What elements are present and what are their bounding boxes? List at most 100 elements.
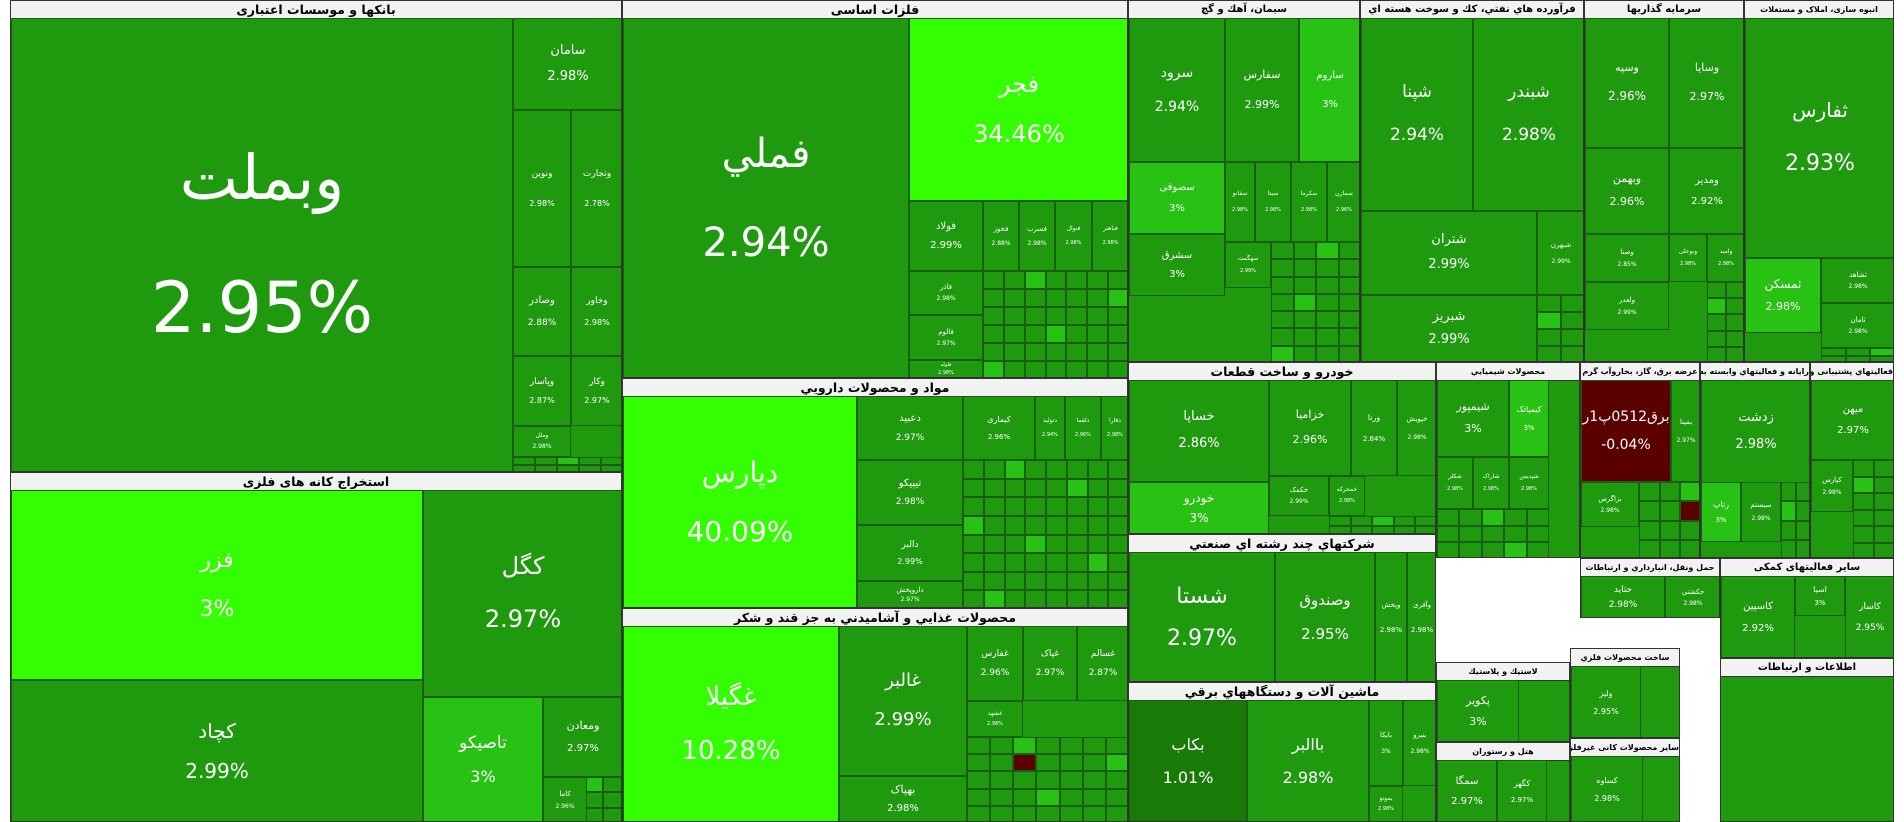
micro-tile[interactable] (1561, 295, 1583, 312)
micro-tile[interactable] (1025, 515, 1046, 535)
micro-tile[interactable] (1003, 271, 1025, 289)
stock-tile[interactable]: فالوم 2.97% (909, 315, 983, 360)
stock-tile[interactable]: بایکا 3% (1369, 700, 1403, 786)
micro-tile[interactable] (1726, 282, 1743, 299)
micro-tile[interactable] (1639, 501, 1660, 521)
stock-tile[interactable]: اسیا 3% (1795, 576, 1845, 616)
micro-tile[interactable] (1025, 497, 1046, 516)
micro-tile[interactable] (1087, 497, 1109, 516)
micro-tile[interactable] (1659, 520, 1681, 540)
micro-tile[interactable] (1316, 293, 1339, 312)
micro-tile[interactable] (1870, 348, 1893, 356)
stock-tile[interactable]: کگل 2.97% (423, 490, 621, 697)
micro-tile[interactable] (1082, 771, 1106, 789)
micro-tile[interactable] (1874, 476, 1893, 493)
micro-tile[interactable] (1481, 525, 1505, 543)
stock-tile[interactable]: شاراک 2.98% (1473, 457, 1509, 509)
stock-tile[interactable]: رتاپ 3% (1701, 482, 1741, 542)
micro-tile[interactable] (1087, 325, 1109, 343)
stock-tile[interactable]: وصادر 2.88% (513, 267, 571, 356)
micro-tile[interactable] (983, 271, 1004, 289)
micro-tile[interactable] (1459, 542, 1482, 557)
micro-tile[interactable] (1108, 478, 1127, 498)
micro-tile[interactable] (1659, 539, 1681, 557)
sector-header[interactable]: محصولات شيميايي (1437, 363, 1579, 381)
micro-tile[interactable] (1338, 242, 1359, 260)
micro-tile[interactable] (1045, 271, 1067, 289)
micro-tile[interactable] (1046, 478, 1067, 498)
micro-tile[interactable] (963, 553, 984, 572)
stock-tile[interactable]: ومدیر 2.92% (1669, 148, 1743, 234)
micro-tile[interactable] (1108, 534, 1127, 554)
micro-tile[interactable] (1108, 460, 1127, 479)
micro-tile[interactable] (1108, 571, 1127, 591)
stock-tile[interactable]: وکار 2.97% (571, 356, 621, 426)
micro-tile[interactable] (1680, 482, 1699, 502)
micro-tile[interactable] (990, 771, 1014, 789)
micro-tile[interactable] (1707, 282, 1726, 299)
stock-tile[interactable]: كيمارى 2.96% (963, 396, 1035, 460)
micro-tile[interactable] (1821, 348, 1846, 356)
micro-tile[interactable] (1105, 805, 1127, 821)
stock-tile[interactable]: غگیلا 10.28% (623, 626, 839, 821)
micro-tile[interactable] (1036, 754, 1060, 772)
micro-tile[interactable] (1537, 312, 1561, 329)
micro-tile[interactable] (1796, 501, 1809, 521)
stock-tile[interactable]: باالبر 2.98% (1247, 700, 1369, 821)
stock-tile[interactable]: بزاگرس 2.98% (1581, 482, 1639, 527)
stock-tile[interactable]: دعبيد 2.97% (857, 396, 963, 460)
micro-tile[interactable] (967, 805, 991, 821)
micro-tile[interactable] (1707, 298, 1726, 315)
micro-tile[interactable] (1046, 590, 1067, 607)
micro-tile[interactable] (1045, 361, 1067, 377)
micro-tile[interactable] (967, 788, 991, 806)
micro-tile[interactable] (967, 737, 991, 755)
stock-tile[interactable]: پکویر 3% (1437, 680, 1519, 741)
stock-tile[interactable]: شیمپور 3% (1437, 380, 1509, 457)
stock-tile[interactable]: زدشت 2.98% (1701, 380, 1809, 483)
micro-tile[interactable] (963, 571, 984, 591)
micro-tile[interactable] (1680, 501, 1699, 521)
micro-tile[interactable] (603, 792, 621, 808)
sector-header[interactable]: فعاليتهاي پشتیبانی و کمکی حمل و نقل (1811, 363, 1893, 381)
micro-tile[interactable] (1066, 271, 1088, 289)
micro-tile[interactable] (1046, 460, 1067, 479)
stock-tile[interactable]: کاسپین 2.92% (1721, 576, 1795, 657)
micro-tile[interactable] (1087, 460, 1109, 479)
sector-header[interactable]: لاستيك و پلاستيك (1437, 663, 1569, 681)
micro-tile[interactable] (1659, 501, 1681, 521)
micro-tile[interactable] (1105, 737, 1127, 755)
stock-tile[interactable]: بنیرو 2.98% (1403, 700, 1435, 786)
micro-tile[interactable] (1036, 737, 1060, 755)
stock-tile[interactable]: سرود 2.94% (1129, 18, 1225, 162)
stock-tile[interactable]: دپارس 40.09% (623, 396, 857, 607)
micro-tile[interactable] (1481, 509, 1505, 526)
stock-tile[interactable]: کاسار 2.95% (1845, 576, 1893, 657)
micro-tile[interactable] (1108, 553, 1127, 572)
stock-tile[interactable]: شبندر 2.98% (1473, 18, 1583, 211)
micro-tile[interactable] (1561, 346, 1583, 361)
micro-tile[interactable] (1013, 805, 1037, 821)
micro-tile[interactable] (1338, 259, 1359, 277)
stock-tile[interactable]: تیپیکو 2.98% (857, 460, 963, 525)
micro-tile[interactable] (1338, 276, 1359, 294)
micro-tile[interactable] (1025, 460, 1046, 479)
stock-tile[interactable]: تاصیکو 3% (423, 697, 543, 821)
micro-tile[interactable] (1821, 355, 1846, 361)
micro-tile[interactable] (1781, 520, 1796, 540)
stock-tile[interactable]: بمپنا 2.97% (1671, 380, 1699, 482)
micro-tile[interactable] (1066, 325, 1088, 343)
micro-tile[interactable] (1004, 497, 1026, 516)
micro-tile[interactable] (1066, 590, 1088, 607)
micro-tile[interactable] (1004, 553, 1026, 572)
micro-tile[interactable] (1393, 525, 1416, 533)
stock-tile[interactable]: سمگا 2.97% (1437, 760, 1497, 821)
micro-tile[interactable] (967, 771, 991, 789)
micro-tile[interactable] (1082, 754, 1106, 772)
micro-tile[interactable] (1059, 771, 1083, 789)
micro-tile[interactable] (1066, 571, 1088, 591)
sector-header[interactable]: عرضه برق، گاز، بخاروآب گرم (1581, 363, 1699, 381)
micro-tile[interactable] (1066, 553, 1088, 572)
stock-tile[interactable]: فولاد 2.99% (909, 201, 983, 271)
micro-tile[interactable] (1561, 329, 1583, 346)
